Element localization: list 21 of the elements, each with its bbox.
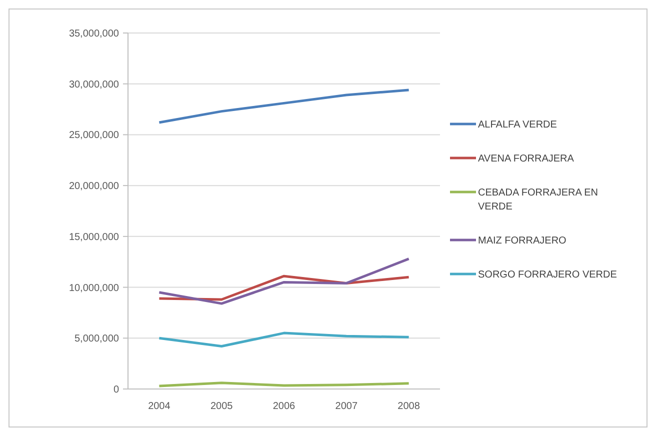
y-tick-label: 25,000,000 bbox=[68, 130, 120, 142]
x-tick-label: 2007 bbox=[335, 401, 358, 412]
line-series bbox=[158, 88, 410, 124]
y-tick-label: 35,000,000 bbox=[68, 28, 120, 40]
legend-label: AVENA FORRAJERA bbox=[478, 154, 574, 164]
legend-label: ALFALFA VERDE bbox=[478, 120, 558, 130]
legend-label: SORGO FORRAJERO VERDE bbox=[478, 270, 618, 280]
line-series bbox=[158, 332, 410, 348]
y-tick-label: 20,000,000 bbox=[68, 181, 120, 192]
y-tick-label: 5,000,000 bbox=[74, 334, 120, 345]
x-tick-label: 2005 bbox=[210, 401, 234, 412]
legend-label: CEBADA FORRAJERA EN VERDE bbox=[478, 188, 598, 212]
y-tick-label: 0 bbox=[113, 384, 120, 396]
y-tick-label: 10,000,000 bbox=[68, 282, 120, 294]
x-tick-label: 2008 bbox=[398, 401, 420, 412]
x-tick-label: 2004 bbox=[148, 401, 171, 412]
x-tick-label: 2006 bbox=[272, 401, 296, 412]
y-tick-label: 30,000,000 bbox=[68, 79, 120, 90]
y-tick-label: 15,000,000 bbox=[68, 232, 120, 243]
line-series bbox=[158, 258, 410, 305]
legend-label: MAIZ FORRAJERO bbox=[478, 236, 567, 246]
